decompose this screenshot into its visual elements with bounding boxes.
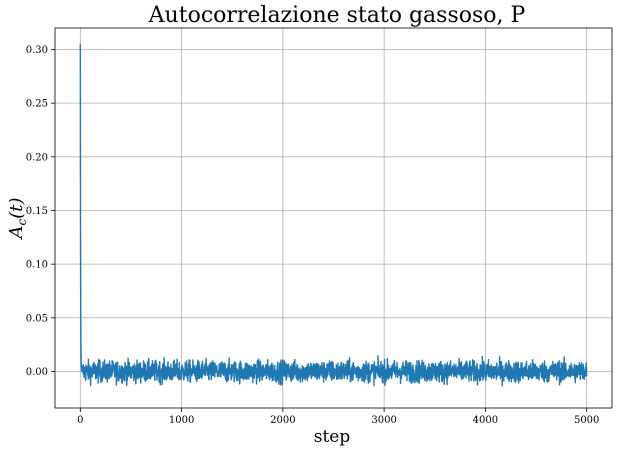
series-line	[79, 44, 588, 387]
x-tick-label: 0	[77, 415, 83, 426]
x-tick-label: 3000	[371, 415, 396, 426]
grid-lines	[55, 28, 612, 408]
x-tick-label: 2000	[270, 415, 295, 426]
y-axis-label-main: A	[6, 226, 27, 241]
x-axis-ticks: 0 1000 2000 3000 4000 5000	[77, 408, 599, 426]
y-tick-label: 0.10	[26, 260, 48, 271]
y-tick-label: 0.05	[26, 313, 48, 324]
plot-area	[79, 44, 588, 387]
y-tick-label: 0.00	[26, 367, 48, 378]
y-axis-label-tail: (t)	[6, 197, 27, 218]
y-tick-label: 0.15	[26, 206, 48, 217]
x-axis-label: step	[314, 427, 351, 447]
y-axis-ticks: 0.00 0.05 0.10 0.15 0.20 0.25 0.30	[26, 45, 55, 378]
y-axis-label: Ac(t)	[6, 197, 29, 240]
axes-frame	[54, 27, 613, 409]
chart-title: Autocorrelazione stato gassoso, P	[148, 3, 526, 28]
y-axis-label-sub: c	[15, 219, 29, 226]
y-tick-label: 0.25	[26, 99, 48, 110]
y-tick-label: 0.20	[26, 152, 48, 163]
y-tick-label: 0.30	[26, 45, 48, 56]
x-tick-label: 5000	[574, 415, 599, 426]
x-tick-label: 4000	[473, 415, 498, 426]
x-tick-label: 1000	[169, 415, 194, 426]
